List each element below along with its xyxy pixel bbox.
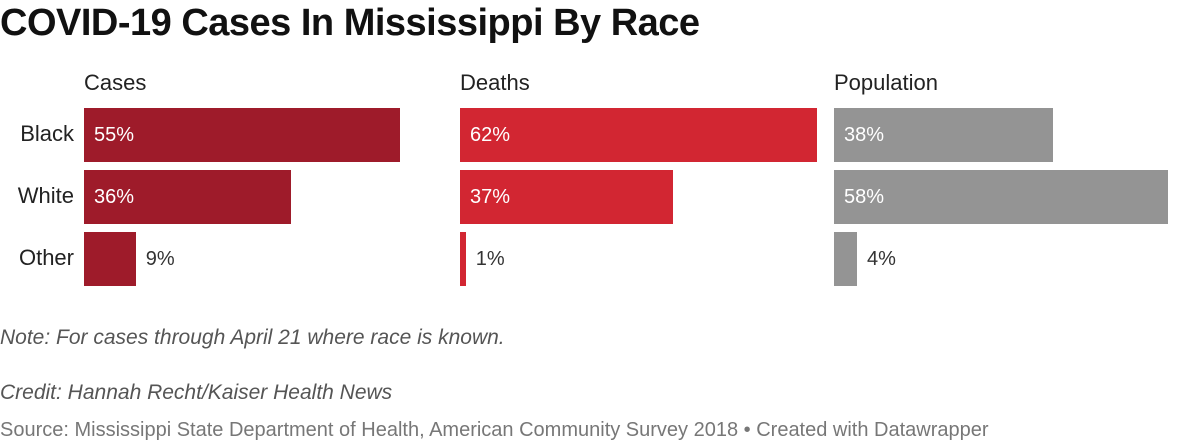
chart-credit: Credit: Hannah Recht/Kaiser Health News [0,381,393,404]
bar-cases-other [84,232,136,286]
data-label-cases-black: 55% [94,124,135,146]
panel-title-deaths: Deaths [460,70,530,95]
bar-deaths-other [460,232,466,286]
data-label-deaths-black: 62% [470,124,511,146]
data-label-population-white: 58% [844,186,885,208]
category-label-other: Other [18,245,74,270]
bar-population-other [834,232,857,286]
chart-source: Source: Mississippi State Department of … [0,419,989,441]
bar-cases-black [84,108,401,162]
chart-title: COVID-19 Cases In Mississippi By Race [0,2,700,44]
bar-deaths-black [460,108,817,162]
category-label-white: White [17,183,74,208]
panel-title-population: Population [834,70,938,95]
chart-note: Note: For cases through April 21 where r… [0,326,505,349]
bar-deaths-white [460,170,673,224]
data-label-population-other: 4% [867,248,896,270]
data-label-cases-white: 36% [94,186,135,208]
data-label-deaths-white: 37% [470,186,511,208]
data-label-cases-other: 9% [145,248,175,270]
bar-cases-white [84,170,291,224]
bar-population-black [834,108,1053,162]
bar-population-white [834,170,1168,224]
data-label-population-black: 38% [844,124,885,146]
category-label-black: Black [20,121,74,146]
panel-title-cases: Cases [84,70,147,95]
data-label-deaths-other: 1% [475,248,505,270]
